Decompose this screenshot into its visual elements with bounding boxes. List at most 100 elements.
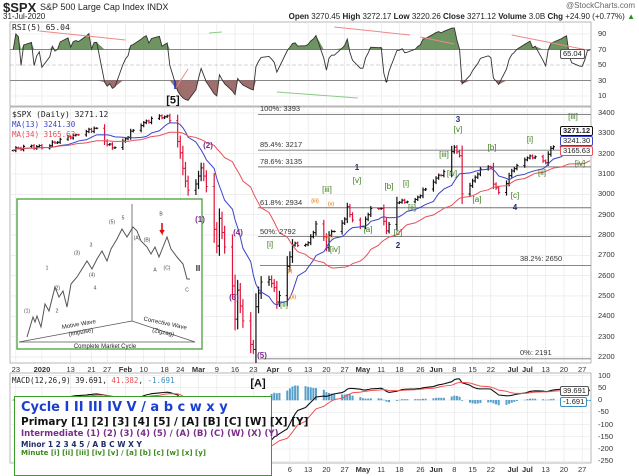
rsi-tick-label: 50 [598,60,607,69]
low-value: 3220.26 [411,12,441,21]
wave-label: [iv] [446,169,458,178]
inset-wave-label: 2 [55,308,59,315]
x-tick-label: 27 [578,365,587,374]
macd-hist-bar [547,399,550,401]
x-tick-label: 11 [377,365,386,374]
macd-hist-bar [468,400,471,403]
macd-hist-bar [534,398,537,401]
inset-wave-label: 3 [89,242,93,249]
x-tick-label: 13 [303,465,313,474]
rsi-label: RSI(5) 65.04 [12,23,70,32]
x-tick-label: 2020 [33,365,51,374]
inset-cycle-label: Complete Market Cycle [73,344,137,350]
x-tick-label: 16 [230,365,240,374]
x-tick-label: 13 [541,365,550,374]
macd-hist-bar [348,394,351,401]
price-label: $SPX (Daily) 3271.12 [12,110,109,119]
open-label: Open [288,12,310,21]
macd-hist-bar [461,400,464,401]
macd-hist-bar [476,400,479,404]
inset-wave-label: (4) [88,272,96,279]
wave-label: [iii] [568,112,578,121]
price-tick-label: 3100 [598,168,615,178]
macd-hist-bar [453,395,456,401]
x-tick-label: 24 [176,365,185,374]
price-tick-label: 2800 [598,229,615,239]
rsi-divergence-line [420,36,455,45]
macd-hist-bar [458,396,461,401]
macd-hist-bar [586,400,589,401]
macd-hist-bar [432,398,435,401]
macd-hist-bar [304,386,307,401]
brand-logo: @StockCharts.com [565,1,635,10]
x-tick-label: Jun [429,365,443,374]
price-tick-label: 3400 [598,108,615,117]
macd-hist-bar [361,398,364,401]
fib-label: 38.2%: 2650 [520,254,563,264]
macd-hist-bar [377,398,380,401]
wave-label: 2 [395,241,401,250]
rsi-panel [9,21,592,107]
rsi-tick-label: 90 [598,29,607,38]
x-tick-label: 15 [468,365,477,374]
wave-label: [v] [352,176,362,185]
inset-end-label: II [195,264,201,273]
volume-value: 3.0B [528,12,546,21]
wave-label: [b] [487,143,497,152]
volume-label: Volume [498,12,527,21]
macd-hist-bar [312,387,315,401]
inset-wave-label: (B) [143,237,151,244]
rsi-divergence-line [276,91,358,99]
wave-label: 3 [455,115,461,124]
high-value: 3272.17 [362,12,392,21]
macd-hist-bar [314,388,317,401]
inset-wave-label: (2) [53,285,61,292]
x-tick-label: 10 [139,365,148,374]
rsi-tick-label: 70 [598,44,607,54]
price-tick-label: 2200 [598,351,615,361]
wave-label: (3) [229,293,239,302]
wave-label: [ii] [538,168,546,177]
low-label: Low [393,12,410,21]
macd-hist-bar [544,399,547,401]
x-tick-label: Jul [507,465,519,474]
legend-minor: Minor 1 2 3 4 5 / A B C W X Y [21,440,142,449]
chg-value: +24.90 (+0.77%) [565,12,625,21]
price-tick-label: 3000 [598,189,615,199]
wave-label: [c] [393,228,403,237]
macd-hist-bar [333,394,336,401]
macd-hist-bar [495,400,498,405]
fib-label: 100%: 3393 [260,104,301,114]
x-tick-label: 20 [322,465,331,474]
x-tick-label: Jun [429,465,443,474]
macd-signal-line [13,381,591,450]
inset-wave-label: 5 [121,215,125,222]
legend-cycle: Cycle I II III IV V / a b c w x y [21,400,228,415]
exchange: INDX [146,2,169,12]
macd-name: MACD(12,26,9) [12,376,71,385]
fib-label: 85.4%: 3217 [260,140,303,150]
price-tick-label: 2400 [598,311,615,321]
x-tick-label: Jul [521,365,533,374]
up-arrow-icon: ▲ [627,12,635,21]
x-tick-label: 18 [395,365,404,374]
hist-value: -1.691 [147,376,175,385]
x-tick-label: Mar [191,365,206,374]
wave-label: [i] [402,179,410,188]
inset-base [18,320,196,343]
wave-label: [a] [472,195,482,204]
macd-hist-bar [450,396,453,401]
macd-hist-bar [328,392,331,401]
x-tick-label: 20 [559,465,569,474]
macd-hist-bar [487,400,490,403]
index-name: S&P 500 Large Cap Index INDX [40,2,168,12]
x-tick-label: 27 [340,365,349,374]
wave-label: (v) [327,201,335,208]
wave-label: (2) [203,141,213,150]
macd-hist-bar [296,385,299,401]
macd-hist-bar [474,400,477,404]
macd-hist-bar [307,386,310,401]
macd-hist-bar [513,400,516,402]
chg-label: Chg [547,12,563,21]
wave-label: [b] [384,182,394,191]
